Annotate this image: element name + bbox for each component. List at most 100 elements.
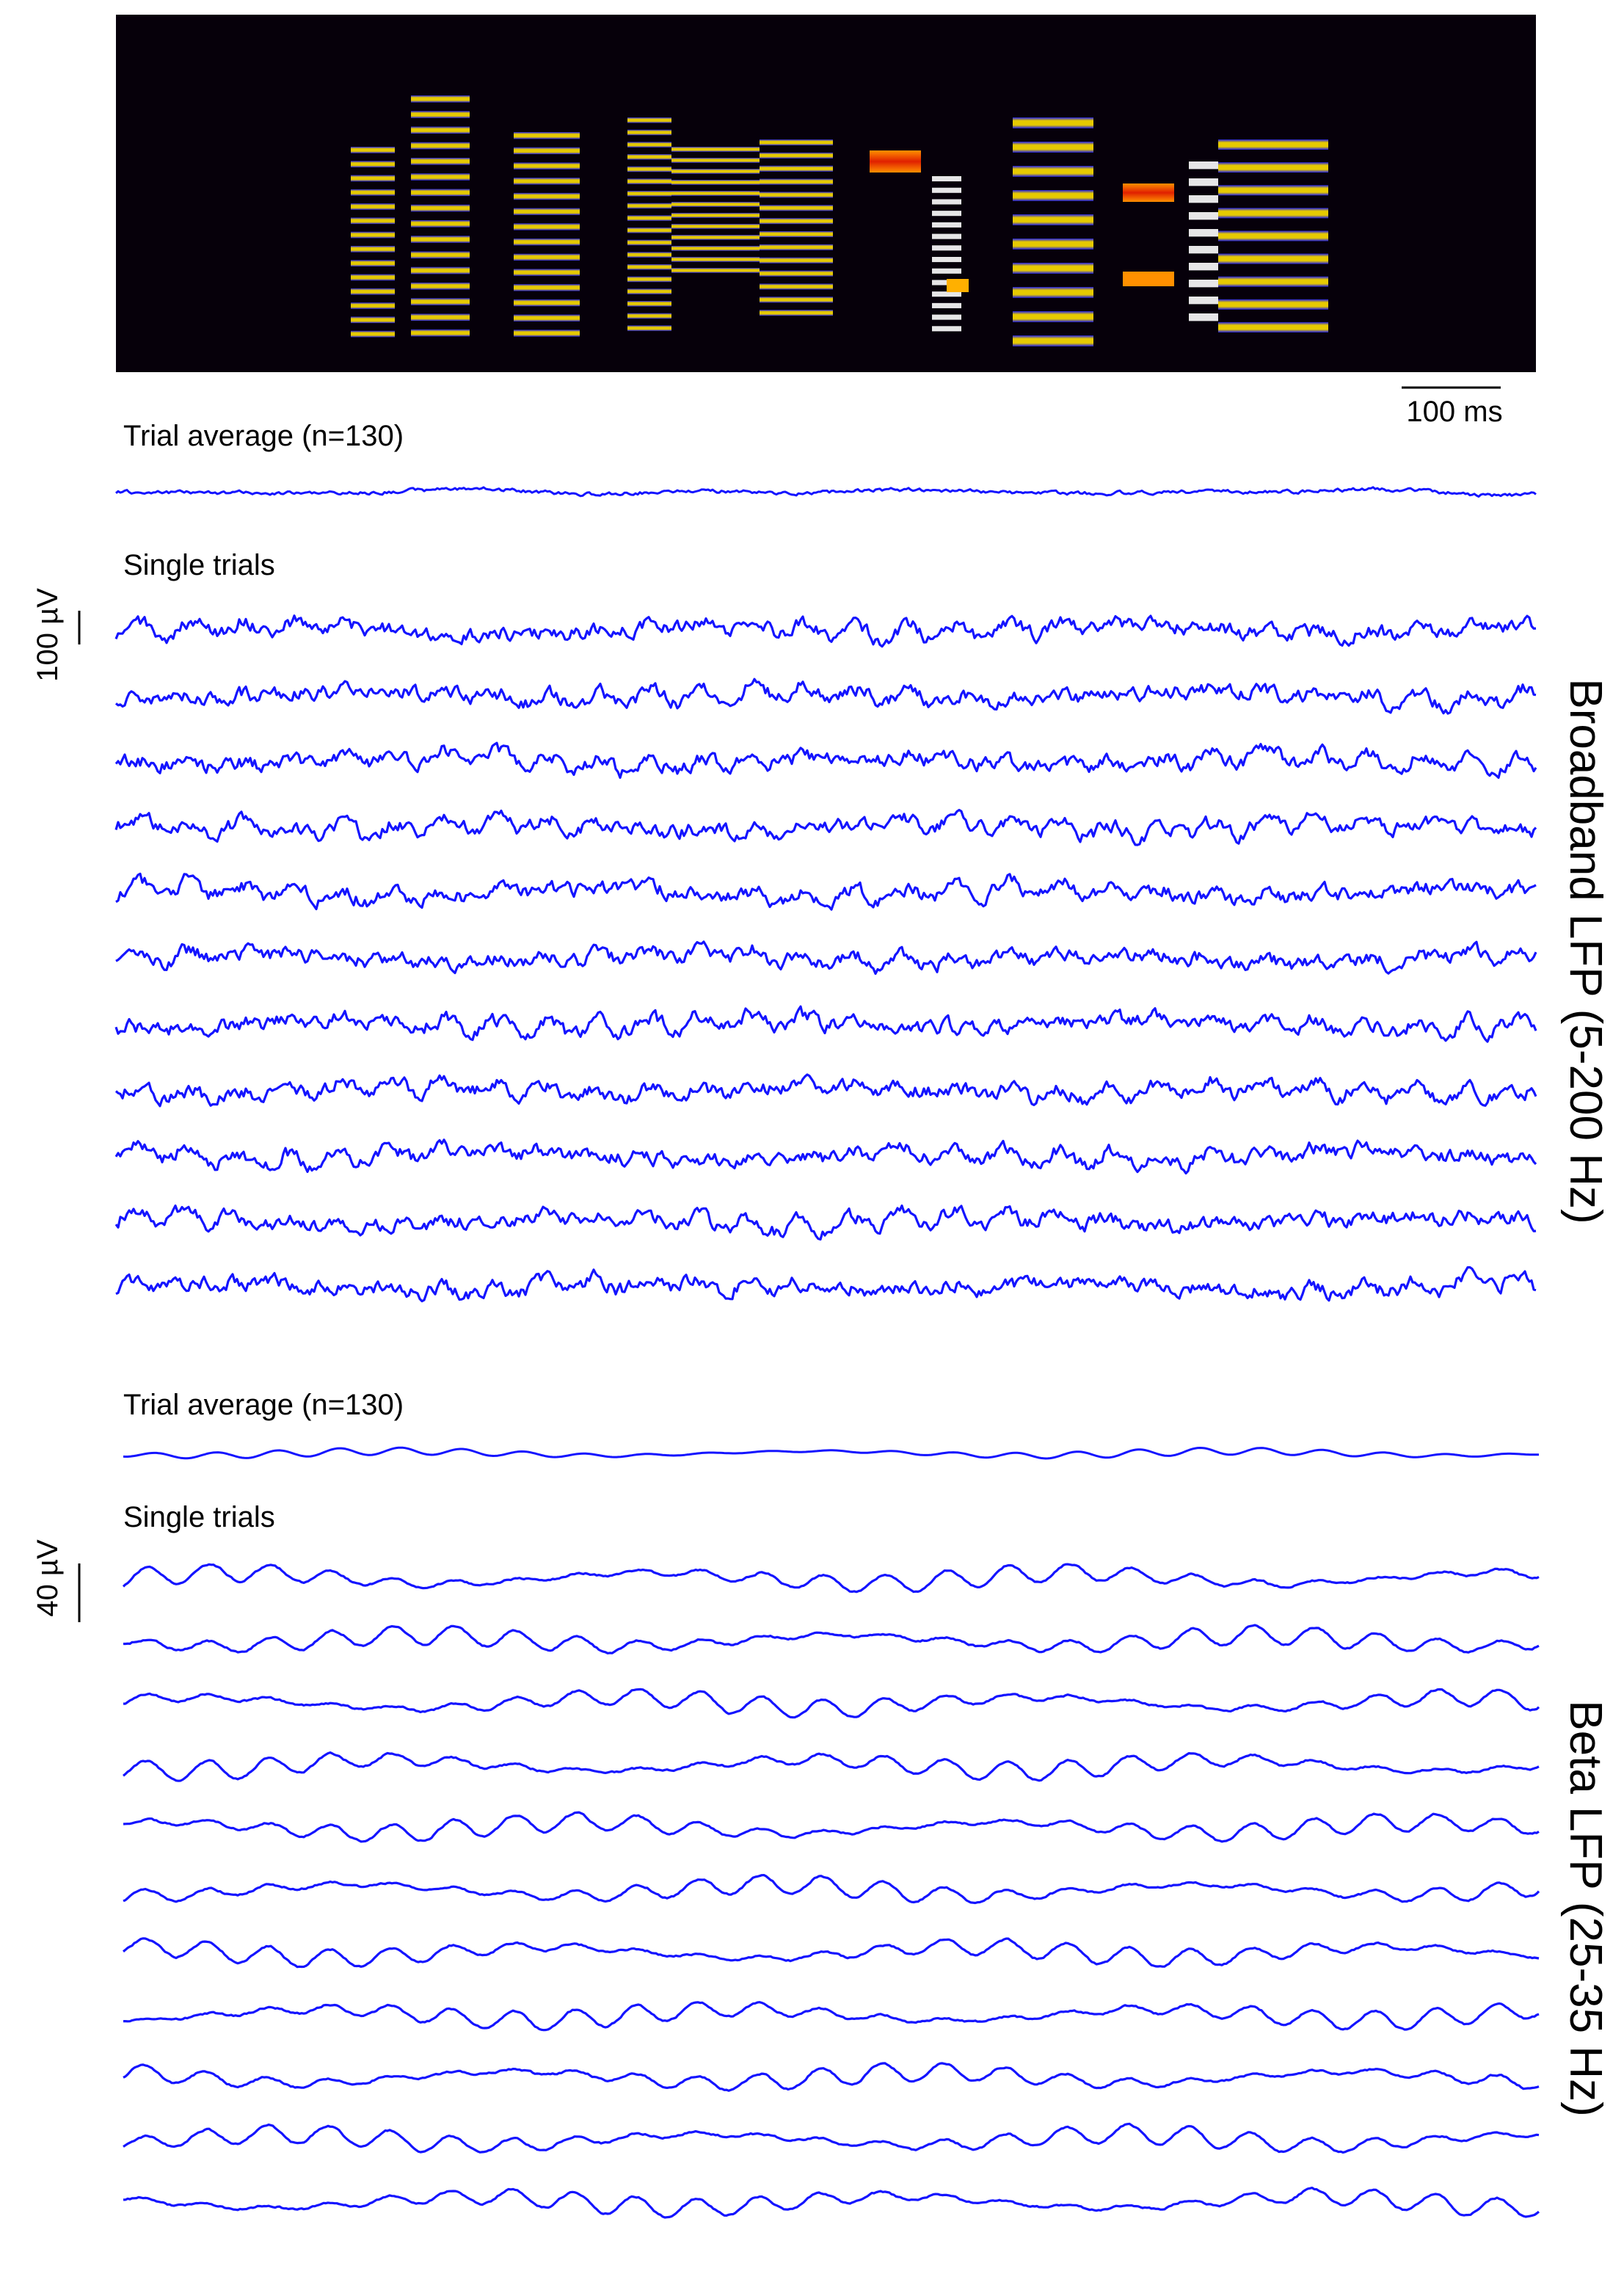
spectrogram-syllable: [760, 152, 833, 159]
broadband-average-trace: [115, 486, 1537, 498]
spectrogram-syllable: [1189, 313, 1218, 322]
spectrogram-syllable: [411, 298, 470, 305]
spectrogram-syllable: [1189, 229, 1218, 237]
beta-scale-bar: 40 µV: [32, 1539, 81, 1622]
beta-trial-trace: [123, 1874, 1540, 1905]
spectrogram-syllable: [627, 239, 671, 246]
beta-trial-trace: [123, 2001, 1540, 2032]
spectrogram-syllable: [627, 117, 671, 123]
spectrogram-syllable: [932, 176, 961, 182]
spectrogram-syllable: [760, 297, 833, 303]
spectrogram-syllable: [671, 268, 760, 273]
spectrogram-syllable: [671, 235, 760, 240]
spectrogram-syllable: [627, 288, 671, 294]
beta-trial-trace: [123, 2122, 1540, 2154]
spectrogram-syllable: [1218, 276, 1328, 287]
spectrogram-syllable: [760, 139, 833, 146]
spectrogram-syllable: [411, 266, 470, 275]
spectrogram-syllable: [514, 132, 580, 139]
spectrogram-syllable: [1013, 239, 1093, 250]
beta-trial-trace: [123, 1937, 1540, 1969]
spectrogram-syllable: [760, 257, 833, 264]
spectrogram-syllable: [1218, 322, 1328, 333]
spectrogram-syllable: [1013, 166, 1093, 177]
spectrogram-syllable: [932, 291, 961, 297]
spectrogram-syllable: [932, 326, 961, 332]
spectrogram-syllable: [1013, 335, 1093, 346]
spectrogram-tone: [1123, 272, 1174, 286]
spectrogram-syllable: [627, 166, 671, 172]
spectrogram-syllable: [514, 223, 580, 230]
spectrogram-syllable: [1189, 195, 1218, 203]
spectrogram-syllable: [671, 180, 760, 185]
spectrogram-tone: [870, 150, 921, 172]
broadband-trial-trace: [115, 1266, 1537, 1303]
spectrogram-syllable: [1189, 263, 1218, 271]
spectrogram-syllable: [760, 165, 833, 172]
spectrogram-syllable: [411, 283, 470, 290]
spectrogram-syllable: [1013, 214, 1093, 225]
broadband-single-trials: [114, 614, 1537, 1303]
spectrogram-syllable: [627, 142, 671, 148]
broadband-trial-trace: [114, 1205, 1537, 1241]
spectrogram-syllable: [1013, 142, 1093, 153]
spectrogram-syllable: [514, 162, 580, 170]
broadband-trial-trace: [114, 677, 1537, 715]
spectrogram-syllable: [351, 260, 395, 266]
spectrogram-syllable: [1189, 280, 1218, 288]
spectrogram-syllable: [760, 283, 833, 290]
spectrogram-syllable: [1218, 230, 1328, 241]
spectrogram-syllable: [627, 301, 671, 307]
spectrogram-syllable: [411, 313, 470, 322]
spectrogram-syllable: [671, 246, 760, 251]
spectrogram-syllable: [760, 205, 833, 211]
broadband-section-label: Broadband LFP (5-200 Hz): [1560, 678, 1611, 1224]
spectrogram-syllable: [627, 178, 671, 184]
spectrogram-syllable: [932, 222, 961, 228]
broadband-trial-trace: [114, 614, 1537, 648]
beta-single-trials-label: Single trials: [123, 1501, 275, 1533]
broadband-trial-trace: [115, 872, 1537, 911]
broadband-trial-trace: [115, 940, 1537, 976]
spectrogram-syllable: [351, 203, 395, 210]
spectrogram-syllable: [1013, 287, 1093, 298]
spectrogram-syllable: [351, 147, 395, 153]
spectrogram-syllable: [514, 314, 580, 322]
spectrogram-syllable: [1189, 178, 1218, 186]
spectrogram-syllable: [627, 191, 671, 197]
spectrogram-syllable: [760, 218, 833, 225]
beta-section-label: Beta LFP (25-35 Hz): [1560, 1700, 1611, 2116]
spectrogram-syllable: [627, 154, 671, 160]
broadband-trial-trace: [114, 741, 1537, 780]
spectrogram-syllable: [411, 236, 470, 243]
spectrogram-syllable: [351, 246, 395, 253]
spectrogram-syllable: [760, 178, 833, 185]
spectrogram-syllable: [1218, 162, 1328, 173]
spectrogram-syllable: [932, 245, 961, 251]
spectrogram-syllable: [411, 220, 470, 228]
spectrogram-tone: [947, 279, 969, 292]
beta-trial-trace: [123, 1811, 1540, 1843]
spectrogram-syllable: [760, 192, 833, 198]
beta-trial-trace: [122, 1563, 1540, 1594]
spectrogram-syllable: [1218, 253, 1328, 264]
spectrogram-syllable: [514, 284, 580, 291]
broadband-single-trials-label: Single trials: [123, 549, 275, 581]
spectrogram-syllable: [932, 199, 961, 205]
beta-section: Trial average (n=130) Single trials 40 µ…: [32, 1389, 1611, 2219]
spectrogram-syllable: [1218, 185, 1328, 196]
spectrogram-syllable: [514, 178, 580, 185]
spectrogram-syllable: [351, 316, 395, 324]
spectrogram-syllable: [671, 202, 760, 207]
spectrogram-syllable: [411, 158, 470, 165]
spectrogram-syllable: [411, 111, 470, 118]
beta-single-trials: [122, 1563, 1540, 2219]
spectrogram-syllable: [932, 302, 961, 308]
spectrogram-syllable: [627, 313, 671, 319]
spectrogram-syllable: [932, 314, 961, 320]
broadband-section: Trial average (n=130) Single trials 100 …: [32, 420, 1611, 1303]
spectrogram-syllable: [1013, 263, 1093, 274]
broadband-scale-bar: 100 µV: [32, 588, 81, 682]
spectrogram-syllable: [760, 270, 833, 277]
spectrogram-syllable: [1218, 208, 1328, 219]
